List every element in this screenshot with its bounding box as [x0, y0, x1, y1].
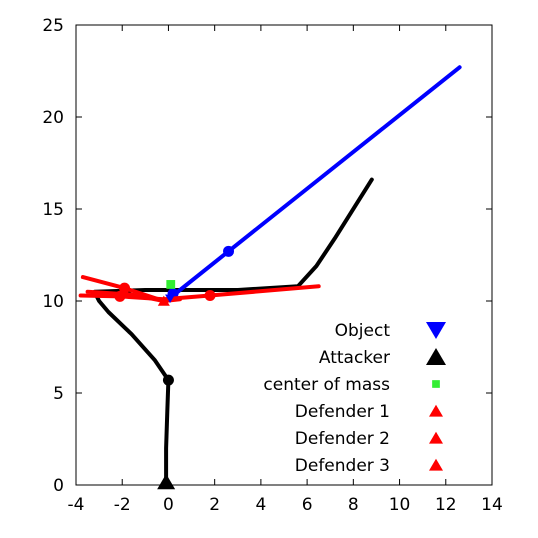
legend-marker-defender-2	[429, 431, 443, 444]
object-start-marker	[165, 294, 176, 303]
x-tick-label: -4	[68, 495, 85, 515]
legend-label-defender-2: Defender 2	[295, 429, 390, 449]
y-tick-label: 10	[42, 292, 64, 312]
center-of-mass-marker	[166, 280, 176, 289]
legend-label-defender-1: Defender 1	[295, 402, 390, 422]
x-tick-label: -2	[114, 495, 131, 515]
legend: Object Attacker center of mass Defender 1 De…	[263, 321, 446, 476]
attacker-start-marker	[157, 473, 176, 490]
defender-2-point	[204, 289, 216, 301]
legend-marker-object	[426, 322, 446, 339]
plot-area: -4 -2 0 2 4 6 8 10 12 14 0 5 10 15 20 25	[42, 16, 502, 515]
x-tick-label: 4	[255, 495, 266, 515]
legend-label-defender-3: Defender 3	[295, 456, 390, 476]
object-point	[223, 245, 235, 257]
x-tick-label: 8	[348, 495, 359, 515]
y-tick-label: 20	[42, 108, 64, 128]
x-tick-label: 14	[481, 495, 503, 515]
x-tick-label: 0	[163, 495, 174, 515]
y-tick-label: 5	[53, 384, 64, 404]
object-line	[171, 65, 462, 298]
y-tick-label: 15	[42, 200, 64, 220]
defender-1-point	[119, 282, 131, 294]
defender-start-marker	[157, 295, 170, 306]
legend-label-object: Object	[335, 321, 391, 341]
legend-label-attacker: Attacker	[319, 348, 390, 368]
x-tick-label: 2	[209, 495, 220, 515]
attacker-point	[162, 374, 174, 386]
y-tick-label: 0	[53, 476, 64, 496]
y-tick-label: 25	[42, 16, 64, 36]
legend-marker-defender-1	[429, 404, 443, 417]
x-tick-label: 12	[435, 495, 457, 515]
legend-marker-attacker	[426, 348, 446, 365]
legend-marker-defender-3	[429, 458, 443, 471]
x-tick-label: 10	[389, 495, 411, 515]
x-tick-label: 6	[302, 495, 313, 515]
plot-frame	[75, 24, 493, 486]
legend-marker-center-of-mass	[432, 380, 440, 388]
series-layer	[78, 65, 462, 490]
defender-3-line	[85, 289, 182, 303]
legend-label-center-of-mass: center of mass	[263, 375, 390, 395]
